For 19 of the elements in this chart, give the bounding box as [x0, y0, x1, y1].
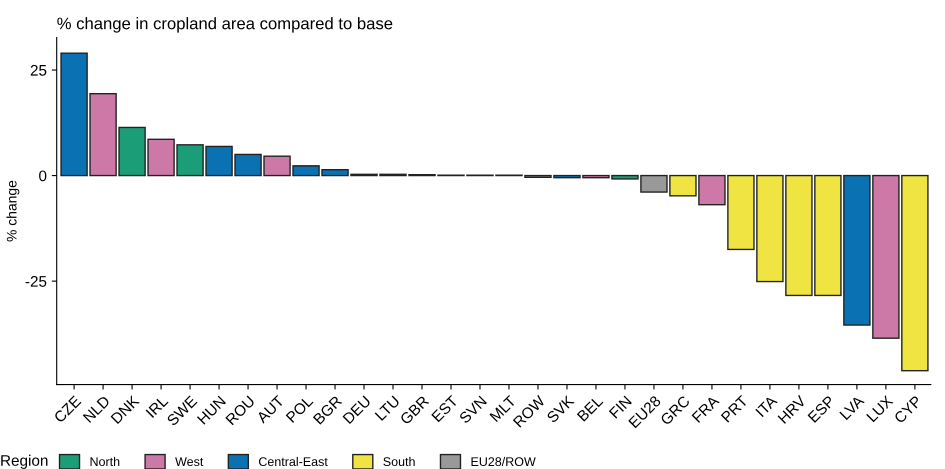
x-tick-label: LTU	[374, 396, 400, 421]
x-tick-label: LVA	[839, 394, 865, 420]
chart-title: % change in cropland area compared to base	[57, 17, 392, 33]
legend-label: North	[90, 456, 120, 466]
x-tick-label: POL	[286, 394, 314, 423]
y-tick-label: 0	[39, 170, 46, 182]
legend-label: Central-East	[258, 456, 328, 466]
y-axis-title: % change	[6, 180, 20, 242]
legend-label: EU28/ROW	[471, 456, 536, 466]
y-tick-label: -25	[26, 276, 46, 287]
x-tick-label: IRL	[146, 395, 169, 418]
legend-label: West	[175, 457, 204, 466]
x-tick-label: FRA	[692, 394, 720, 423]
x-tick-label: ITA	[755, 394, 778, 418]
x-tick-label: CYP	[894, 395, 922, 424]
legend-label: South	[383, 456, 415, 466]
y-tick-label: 25	[30, 64, 46, 76]
legend-title: Region	[1, 454, 48, 469]
x-tick-label: BEL	[576, 395, 604, 422]
